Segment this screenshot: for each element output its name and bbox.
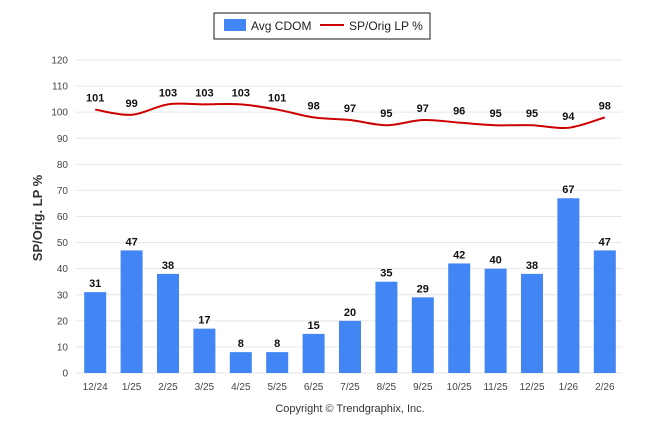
bar-value-label: 38	[162, 260, 174, 272]
line-value-label: 103	[195, 87, 213, 99]
y-tick-label: 70	[57, 186, 69, 197]
y-tick-label: 50	[57, 238, 69, 249]
y-tick-label: 90	[57, 134, 69, 145]
y-tick-label: 80	[57, 160, 69, 171]
line-value-label: 95	[380, 108, 392, 120]
bar-1/26	[557, 198, 580, 373]
bar-8/25	[375, 281, 398, 373]
y-tick-label: 100	[51, 108, 68, 119]
y-tick-label: 60	[57, 212, 69, 223]
bar-series: 31 47 38 17 8 8 15 20 35 29 42 40 38 67 47	[84, 184, 616, 373]
x-tick-label: 4/25	[231, 382, 251, 393]
x-tick-label: 10/25	[447, 382, 472, 393]
y-tick-label: 120	[51, 56, 68, 67]
line-value-label: 95	[489, 108, 501, 120]
bar-3/25	[193, 328, 216, 373]
y-tick-label: 40	[57, 264, 69, 275]
bar-12/24	[84, 292, 107, 373]
x-tick-label: 12/24	[83, 382, 108, 393]
bar-4/25	[229, 352, 252, 373]
bar-2/26	[593, 250, 616, 373]
bar-1/25	[120, 250, 143, 373]
y-tick-label: 110	[52, 82, 68, 93]
bar-value-label: 47	[125, 236, 137, 248]
bar-value-label: 8	[274, 338, 280, 350]
x-tick-label: 12/25	[519, 382, 544, 393]
line-value-label: 101	[86, 93, 104, 105]
bar-value-label: 8	[238, 338, 244, 350]
bar-7/25	[339, 320, 361, 373]
legend-swatch-bars	[224, 19, 246, 31]
x-tick-label: 11/25	[483, 382, 508, 393]
x-tick-label: 5/25	[267, 382, 287, 393]
bar-value-label: 40	[489, 255, 501, 267]
y-tick-label: 0	[62, 369, 68, 380]
bar-value-label: 38	[526, 260, 538, 272]
bar-12/25	[521, 273, 543, 373]
bar-value-label: 35	[380, 268, 392, 280]
line-value-label: 98	[599, 100, 611, 112]
bar-value-label: 20	[344, 307, 356, 319]
y-axis: 0 10 20 30 40 50 60 70 80 90 100 110 120	[51, 56, 68, 380]
legend-label-line: SP/Orig LP %	[349, 19, 423, 33]
x-tick-label: 7/25	[340, 382, 360, 393]
line-value-label: 94	[562, 111, 575, 123]
x-tick-label: 1/26	[559, 382, 579, 393]
line-value-label: 99	[125, 98, 137, 110]
bar-2/25	[157, 273, 179, 373]
bar-11/25	[484, 268, 507, 373]
bar-value-label: 67	[562, 184, 574, 196]
x-tick-label: 9/25	[413, 382, 433, 393]
line-value-label: 95	[526, 108, 538, 120]
y-tick-label: 20	[57, 316, 69, 327]
x-tick-label: 6/25	[304, 382, 324, 393]
bar-value-label: 15	[307, 320, 319, 332]
x-tick-label: 1/25	[122, 382, 142, 393]
x-tick-label: 3/25	[195, 382, 215, 393]
bar-6/25	[302, 333, 325, 373]
bar-value-label: 17	[198, 315, 210, 327]
line-value-label: 103	[159, 87, 177, 99]
legend-label-bars: Avg CDOM	[251, 19, 311, 33]
y-axis-title: SP/Orig. LP %	[30, 174, 45, 261]
line-value-label: 103	[232, 87, 250, 99]
line-path	[95, 102, 606, 130]
y-tick-label: 10	[57, 342, 69, 353]
line-value-label: 96	[453, 106, 465, 118]
line-value-label: 97	[344, 103, 356, 115]
y-tick-label: 30	[57, 290, 69, 301]
bar-value-label: 31	[89, 278, 101, 290]
copyright-text: Copyright © Trendgraphix, Inc.	[275, 403, 424, 415]
bar-value-label: 47	[599, 236, 611, 248]
line-value-label: 97	[417, 103, 429, 115]
line-series: 101 99 103 103 103 101 98 97 95 97 96 95 95 94 98	[86, 87, 611, 130]
x-tick-label: 2/25	[158, 382, 178, 393]
bar-10/25	[448, 263, 471, 373]
bar-value-label: 42	[453, 249, 465, 261]
legend: Avg CDOM SP/Orig LP %	[213, 12, 431, 40]
bar-value-label: 29	[417, 283, 429, 295]
x-tick-label: 8/25	[377, 382, 397, 393]
line-value-label: 101	[268, 93, 286, 105]
x-tick-label: 2/26	[595, 382, 615, 393]
bar-5/25	[266, 352, 289, 373]
bar-9/25	[411, 297, 434, 373]
x-axis: 12/24 1/25 2/25 3/25 4/25 5/25 6/25 7/25 8/25 9/2…	[83, 382, 615, 393]
line-value-label: 98	[307, 100, 319, 112]
